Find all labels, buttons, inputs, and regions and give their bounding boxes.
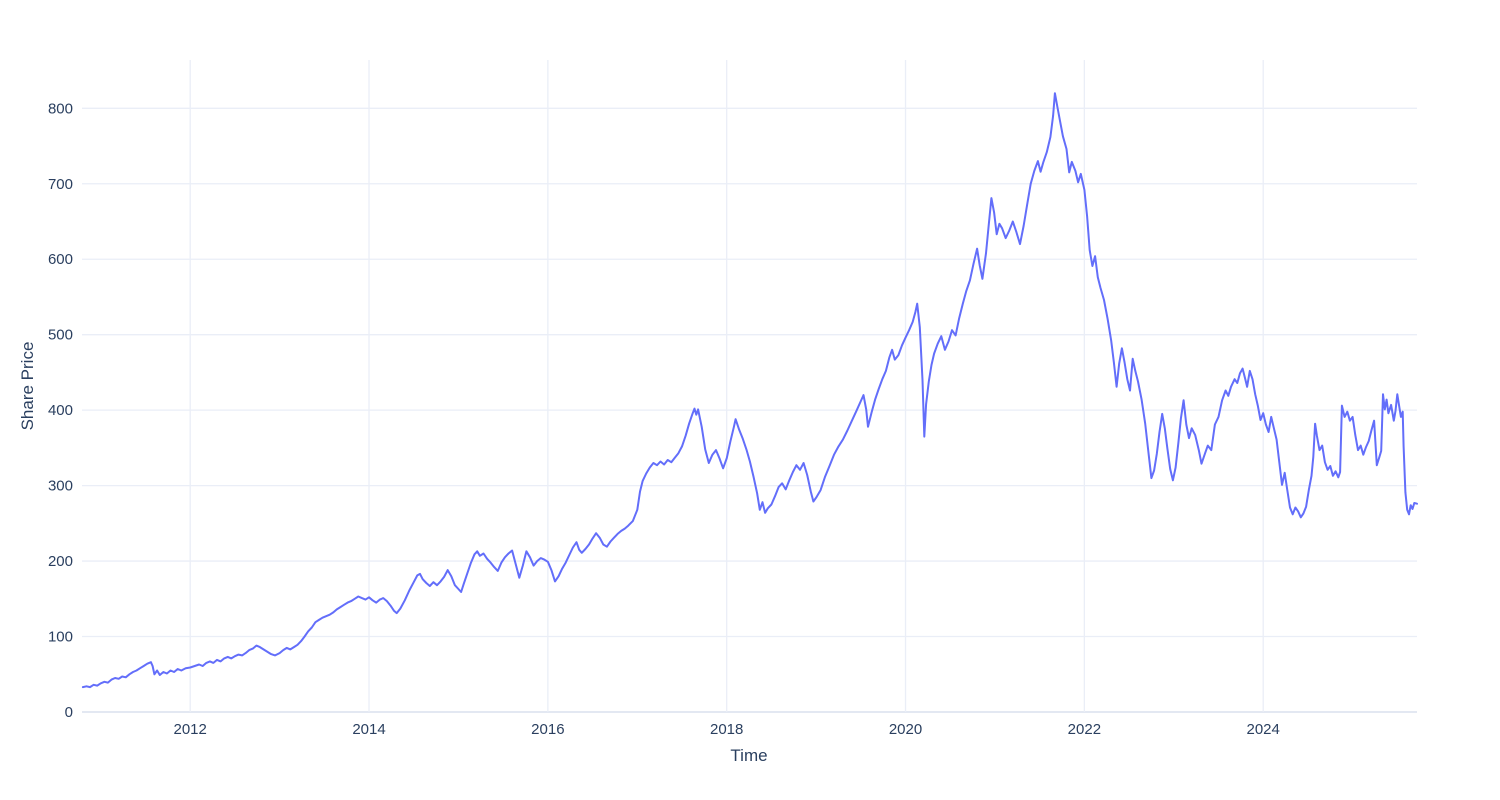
y-tick-label: 300	[48, 478, 73, 495]
y-tick-label: 0	[65, 704, 73, 721]
x-tick-label: 2020	[889, 721, 922, 738]
x-tick-label: 2018	[710, 721, 743, 738]
x-tick-label: 2016	[531, 721, 564, 738]
y-tick-label: 400	[48, 402, 73, 419]
y-tick-label: 800	[48, 100, 73, 117]
x-tick-label: 2024	[1247, 721, 1280, 738]
x-axis-title: Time	[730, 746, 768, 765]
y-tick-label: 100	[48, 629, 73, 646]
y-tick-label: 500	[48, 327, 73, 344]
y-tick-label: 200	[48, 553, 73, 570]
x-tick-label: 2014	[352, 721, 385, 738]
share-price-line	[81, 92, 1418, 689]
y-axis-title: Share Price	[18, 341, 37, 431]
y-tick-label: 600	[48, 251, 73, 268]
y-tick-label: 700	[48, 176, 73, 193]
x-tick-label: 2022	[1068, 721, 1101, 738]
x-tick-label: 2012	[174, 721, 207, 738]
